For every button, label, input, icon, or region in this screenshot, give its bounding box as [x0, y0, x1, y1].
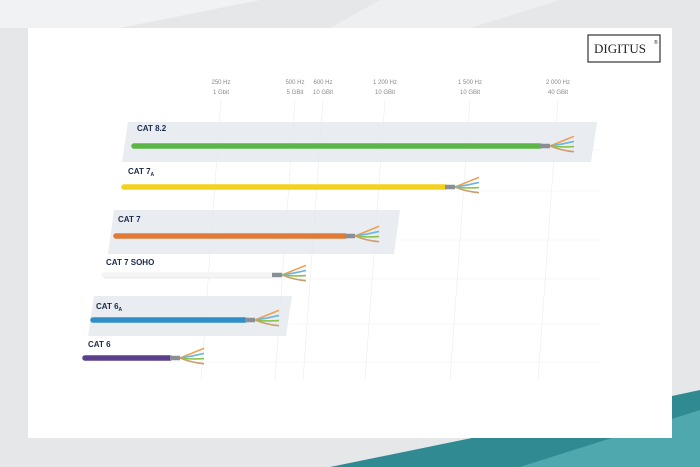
- cable-label-text: CAT 6: [88, 340, 111, 349]
- column-speed: 5 GBit: [287, 90, 304, 96]
- column-speed: 1 Gbit: [213, 90, 229, 96]
- column-frequency: 1 200 Hz: [373, 80, 397, 86]
- column-speed: 10 GBit: [460, 90, 480, 96]
- column-speed: 40 GBit: [548, 90, 568, 96]
- row-band: [122, 122, 597, 162]
- cable-label-text: CAT 7 SOHO: [106, 258, 154, 267]
- cable-wire: [179, 357, 205, 365]
- column-frequency: 500 Hz: [285, 80, 304, 86]
- cable-wire: [254, 319, 280, 327]
- logo-box: [587, 34, 661, 63]
- cable-label-text: CAT 6: [96, 302, 119, 311]
- column-speed: 10 GBit: [375, 90, 395, 96]
- cable-label: CAT 6A: [96, 302, 123, 313]
- background-shape: [0, 0, 260, 28]
- cable-wire: [549, 145, 575, 153]
- cable-wire: [454, 186, 480, 194]
- cable-label-text: CAT 7: [128, 167, 151, 176]
- cable-label: CAT 6: [88, 340, 111, 349]
- cable-label: CAT 8.2: [137, 124, 167, 133]
- content: 250 Hz 1 Gbit 500 Hz 5 GBit 600 Hz 10 GBit 1 2…: [82, 80, 600, 381]
- logo: DIGITUS: [594, 41, 646, 56]
- cable-label-subscript: A: [151, 172, 155, 178]
- cable-label-text: CAT 8.2: [137, 124, 167, 133]
- column-frequency: 2 000 Hz: [546, 80, 570, 86]
- cable-label-subscript: A: [119, 307, 123, 313]
- cable-label-text: CAT 7: [118, 215, 141, 224]
- column-frequency: 1 500 Hz: [458, 80, 482, 86]
- cable-wire: [354, 235, 380, 243]
- background-shape: [330, 0, 560, 28]
- logo-mark: ®: [654, 39, 658, 46]
- column-frequency: 600 Hz: [313, 80, 332, 86]
- cable-label: CAT 7A: [128, 167, 155, 178]
- cable-wire: [281, 274, 307, 282]
- row-band: [108, 210, 400, 254]
- column-speed: 10 GBit: [313, 90, 333, 96]
- column-frequency: 250 Hz: [211, 80, 230, 86]
- cable-label: CAT 7 SOHO: [106, 258, 154, 267]
- cable-label: CAT 7: [118, 215, 141, 224]
- row-band: [88, 296, 292, 336]
